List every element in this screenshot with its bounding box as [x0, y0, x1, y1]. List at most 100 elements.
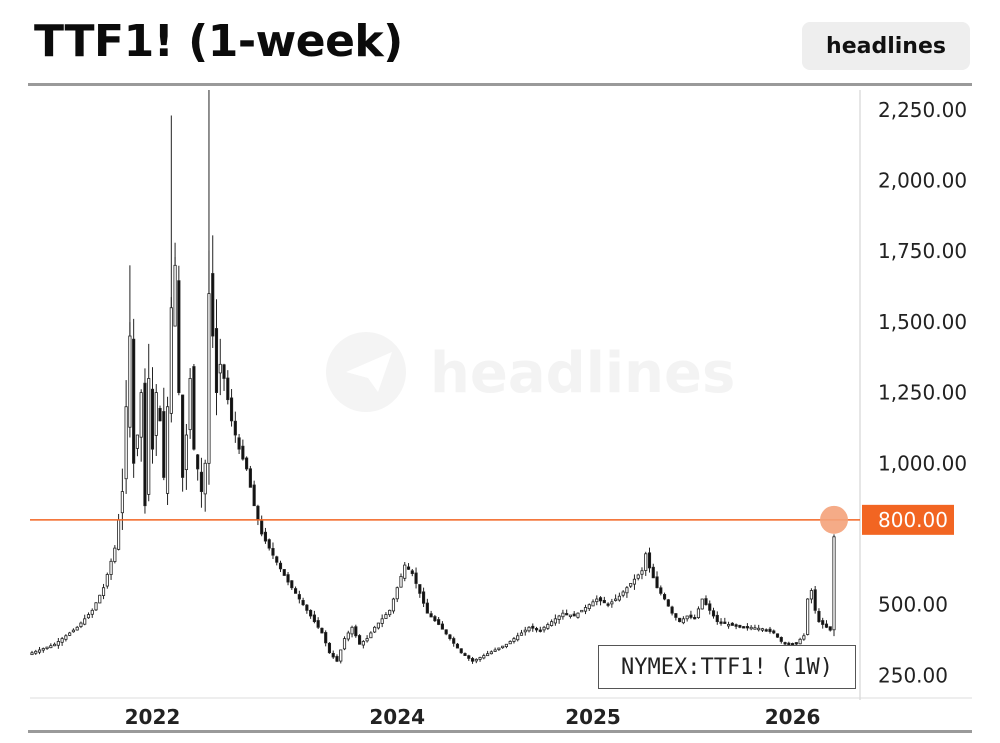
candle-body: [674, 613, 678, 618]
candle-body: [632, 578, 637, 585]
candle-body: [832, 536, 836, 631]
candle-body: [184, 434, 188, 471]
candle-body: [327, 642, 332, 654]
candle-body: [617, 595, 621, 601]
candle-body: [467, 655, 471, 659]
candle-body: [693, 617, 697, 620]
candle-body: [399, 576, 403, 588]
candle-body: [128, 335, 132, 428]
candle-body: [757, 627, 761, 631]
candle-body: [493, 649, 497, 652]
headlines-badge[interactable]: headlines: [802, 22, 970, 70]
candle-body: [391, 598, 396, 612]
candle-body: [662, 594, 667, 600]
candle-body: [595, 598, 599, 603]
candle-body: [342, 638, 347, 650]
candle-body: [358, 635, 362, 645]
candle-body: [681, 618, 685, 624]
candle-body: [105, 574, 109, 587]
candle-body: [452, 638, 456, 644]
candle-body: [181, 394, 185, 478]
candle-body: [501, 645, 505, 649]
candle-body: [199, 471, 204, 492]
candle-body: [150, 388, 155, 450]
candle-body: [49, 645, 53, 649]
candle-body: [711, 610, 716, 617]
candle-body: [444, 629, 448, 635]
candle-body: [301, 600, 305, 606]
candle-body: [666, 599, 670, 607]
x-tick-label: 2022: [125, 705, 181, 729]
candle-body: [203, 462, 207, 495]
candle-body: [647, 552, 652, 569]
candle-body: [79, 622, 83, 627]
x-axis: 2022 2024 2025 2026: [125, 705, 821, 729]
y-tick-label: 500.00: [878, 593, 948, 617]
candle-body: [433, 616, 437, 622]
candle-body: [565, 613, 569, 616]
candle-body: [380, 618, 384, 624]
candle-body: [188, 378, 192, 431]
y-tick-label: 2,250.00: [878, 98, 967, 122]
candle-body: [587, 604, 591, 610]
candle-body: [41, 648, 45, 651]
candle-body: [30, 652, 34, 656]
y-tick-label: 1,250.00: [878, 381, 967, 405]
candles: [30, 90, 836, 664]
candle-body: [56, 641, 60, 646]
chart-title: TTF1! (1-week): [34, 16, 403, 67]
candle-body: [403, 564, 407, 579]
candle-body: [508, 641, 512, 645]
candle-body: [211, 273, 215, 337]
candle-body: [124, 406, 128, 480]
candle-body: [813, 589, 817, 611]
candle-body: [708, 603, 712, 611]
candle-body: [113, 547, 117, 562]
candle-body: [704, 598, 708, 606]
candle-body: [791, 643, 795, 646]
candle-body: [824, 623, 829, 628]
watermark: headlines: [326, 332, 735, 412]
candle-body: [745, 626, 749, 629]
x-tick-label: 2025: [565, 705, 621, 729]
candle-body: [233, 420, 237, 436]
candle-body: [772, 630, 776, 634]
candle-body: [147, 378, 151, 495]
candle-body: [75, 626, 79, 631]
y-tick-label: 1,500.00: [878, 310, 967, 334]
candle-body: [519, 632, 524, 636]
candle-body: [305, 604, 309, 611]
candle-body: [550, 621, 554, 626]
candle-body: [523, 629, 527, 633]
candle-body: [512, 638, 516, 642]
candle-body: [580, 609, 584, 613]
candle-body: [715, 614, 719, 623]
candle-body: [730, 622, 734, 626]
candle-body: [395, 587, 399, 600]
candle-body: [802, 635, 806, 640]
candle-body: [700, 598, 704, 610]
candle-body: [828, 626, 832, 631]
candle-body: [248, 468, 252, 488]
x-tick-label: 2026: [765, 705, 821, 729]
candle-body: [448, 634, 452, 640]
candle-body: [406, 566, 411, 570]
candle-body: [538, 629, 542, 632]
candle-body: [365, 638, 369, 642]
candle-body: [437, 619, 441, 625]
candle-body: [222, 364, 226, 379]
candle-body: [331, 652, 335, 658]
candle-body: [696, 608, 701, 619]
candle-body: [497, 647, 501, 650]
candle-body: [117, 519, 121, 550]
candle-body: [45, 646, 49, 649]
candle-body: [625, 587, 629, 594]
candle-body: [678, 617, 682, 623]
candle-body: [738, 624, 742, 628]
candle-body: [614, 598, 618, 601]
candle-body: [229, 397, 234, 422]
candle-body: [610, 601, 614, 605]
candle-body: [339, 649, 343, 662]
candle-body: [764, 629, 768, 632]
